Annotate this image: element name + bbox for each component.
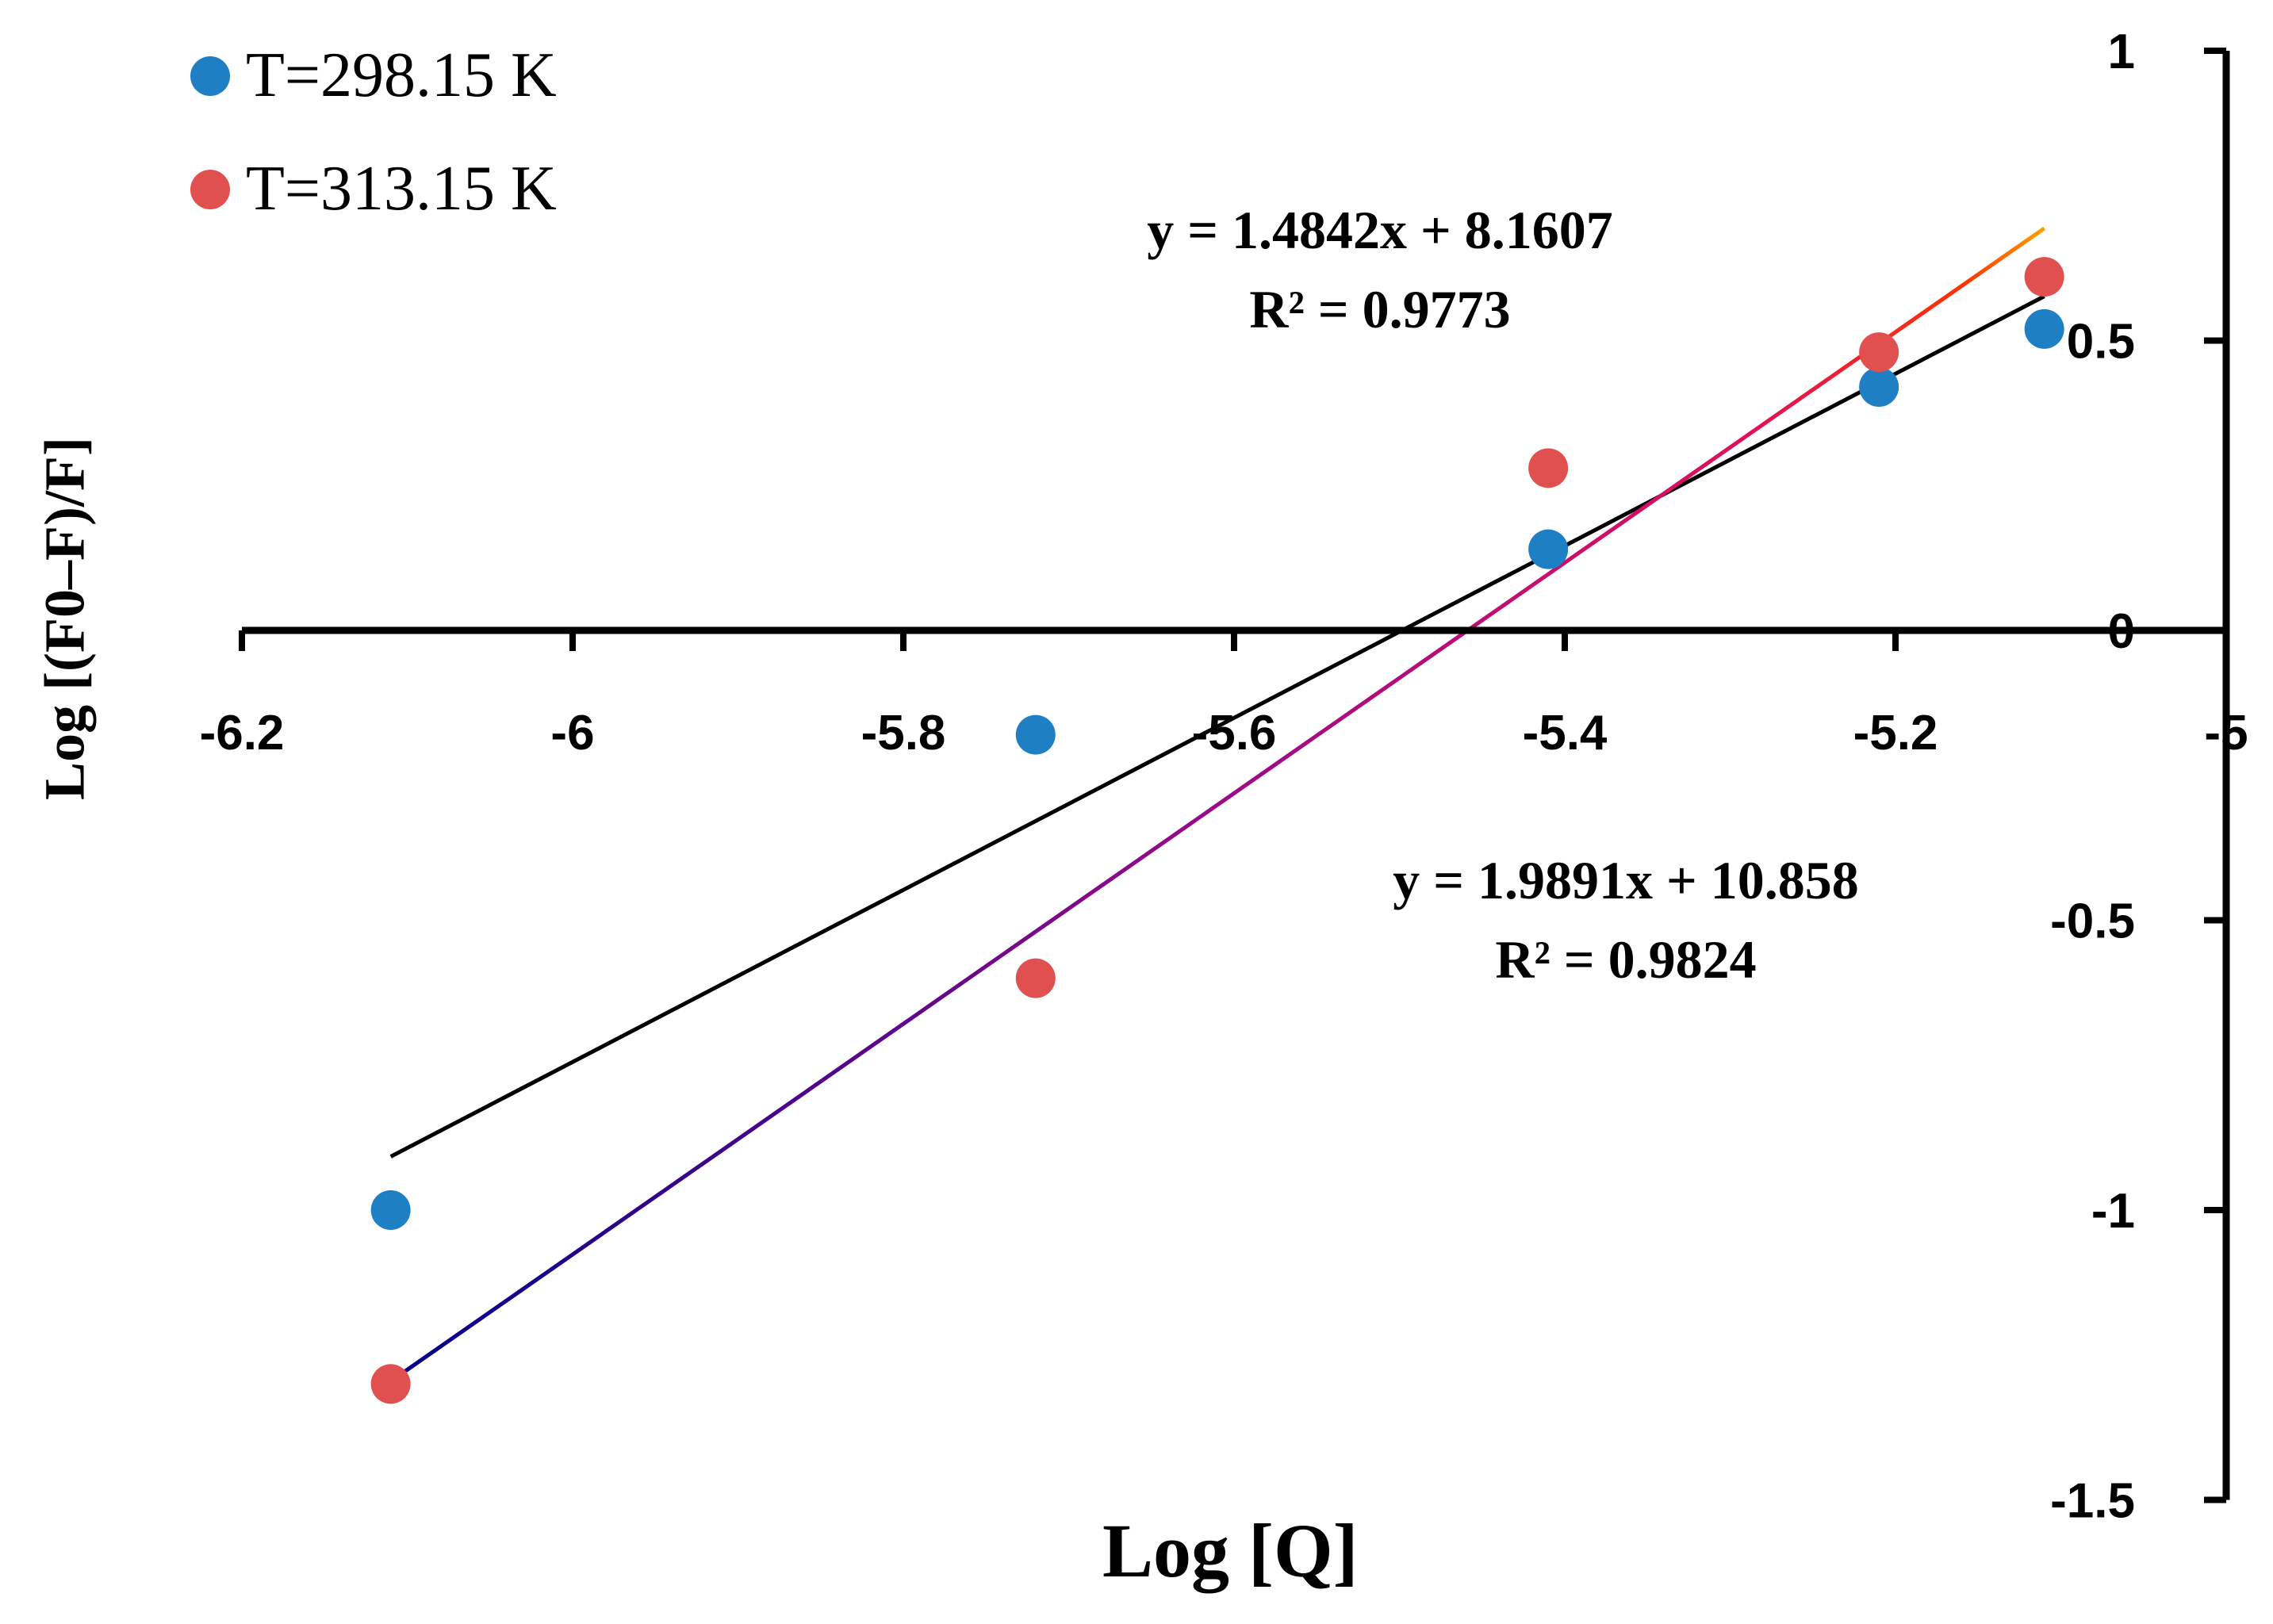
x-tick-label-3: -5.6 (1192, 706, 1277, 760)
equation-313-text: y = 1.9891x + 10.858 (1393, 850, 1859, 910)
r2-313-text: R² = 0.9824 (1495, 929, 1757, 990)
legend-item-298: T=298.15 K (190, 40, 557, 112)
x-tick-label-6: -5 (2204, 706, 2248, 760)
r2-298-text: R² = 0.9773 (1249, 279, 1511, 339)
legend-item-313: T=313.15 K (190, 153, 557, 225)
x-tick-label-5: -5.2 (1853, 706, 1938, 760)
y-axis-title: Log [(F0–F)/F] (33, 437, 97, 800)
point-313-1 (1015, 958, 1056, 998)
y-ticks: 1 0.5 0 -0.5 -1 -1.5 (2050, 25, 2226, 1529)
point-298-0 (370, 1190, 411, 1230)
y-tick-label-2: 0 (2108, 604, 2135, 659)
x-ticks: -6.2 -6 -5.8 -5.6 -5.4 -5.2 -5 (200, 630, 2248, 760)
equation-298: y = 1.4842x + 8.1607 R² = 0.9773 (1063, 190, 1697, 349)
point-298-3 (1859, 366, 1899, 407)
point-298-1 (1015, 714, 1056, 755)
point-313-4 (2024, 257, 2064, 297)
legend-marker-298 (190, 56, 230, 96)
point-298-2 (1528, 529, 1569, 569)
equation-298-text: y = 1.4842x + 8.1607 (1147, 200, 1613, 260)
y-tick-label-4: -1 (2091, 1184, 2135, 1239)
x-tick-label-0: -6.2 (200, 706, 285, 760)
x-tick-label-2: -5.8 (861, 706, 946, 760)
trendline-298 (389, 294, 2045, 1159)
x-tick-label-1: -6 (550, 706, 594, 760)
legend-marker-313 (190, 169, 230, 209)
y-tick-label-0: 1 (2108, 25, 2135, 79)
point-313-2 (1528, 448, 1569, 488)
x-axis-title: Log [Q] (1102, 1508, 1359, 1593)
y-tick-label-5: -1.5 (2050, 1474, 2135, 1529)
equation-313: y = 1.9891x + 10.858 R² = 0.9824 (1301, 841, 1951, 999)
y-tick-label-3: -0.5 (2050, 894, 2135, 949)
trendline-313 (389, 226, 2046, 1383)
y-tick-label-1: 0.5 (2067, 315, 2135, 370)
legend-label-298: T=298.15 K (246, 40, 557, 110)
point-298-4 (2024, 308, 2064, 349)
x-tick-label-4: -5.4 (1523, 706, 1608, 760)
point-313-0 (370, 1364, 411, 1404)
point-313-3 (1859, 332, 1899, 373)
legend-label-313: T=313.15 K (246, 154, 557, 224)
data-points (370, 257, 2064, 1404)
